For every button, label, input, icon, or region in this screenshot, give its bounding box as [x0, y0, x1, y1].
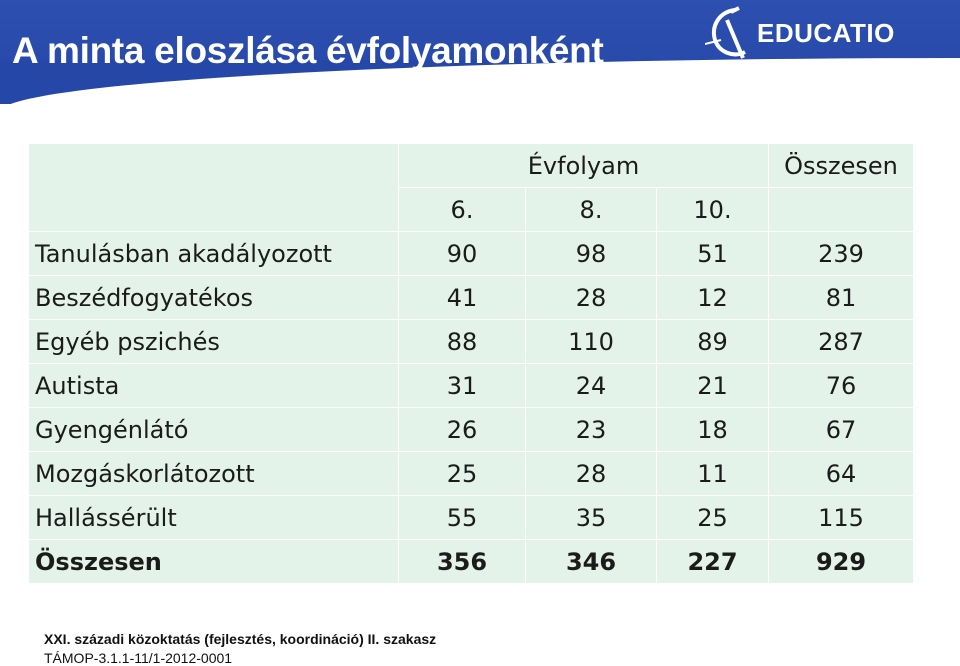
cell-total: 115 — [768, 495, 914, 540]
table-row: Egyéb pszichés 88 110 89 287 — [28, 319, 914, 364]
grade-header-6: 6. — [398, 187, 526, 232]
cell-grade-10: 25 — [656, 495, 769, 540]
logo-text: EDUCATIO — [757, 18, 895, 48]
table-row: Gyengénlátó 26 23 18 67 — [28, 407, 914, 452]
cell-grade-10: 11 — [656, 451, 769, 496]
header-row-1: Évfolyam Összesen — [28, 143, 914, 232]
cell-grade-6: 26 — [398, 407, 526, 452]
cell-grade-6: 90 — [398, 231, 526, 276]
grade-header-10: 10. — [656, 187, 769, 232]
cell-grade-8: 346 — [525, 539, 657, 584]
educatio-logo-icon — [705, 6, 746, 59]
cell-grade-8: 28 — [525, 451, 657, 496]
row-label: Összesen — [28, 539, 399, 584]
cell-total: 67 — [768, 407, 914, 452]
row-label: Beszédfogyatékos — [28, 275, 399, 320]
cell-grade-8: 23 — [525, 407, 657, 452]
cell-grade-6: 356 — [398, 539, 526, 584]
cell-grade-8: 110 — [525, 319, 657, 364]
table-row: Autista 31 24 21 76 — [28, 363, 914, 408]
cell-grade-10: 89 — [656, 319, 769, 364]
row-label: Tanulásban akadályozott — [28, 231, 399, 276]
table-row: Hallássérült 55 35 25 115 — [28, 495, 914, 540]
cell-grade-8: 24 — [525, 363, 657, 408]
row-label: Autista — [28, 363, 399, 408]
header-row-2: 6. 8. 10. — [29, 187, 914, 232]
footer-program-title: XXI. századi közoktatás (fejlesztés, koo… — [44, 631, 437, 647]
footer-project-code: TÁMOP-3.1.1-11/1-2012-0001 — [44, 650, 233, 666]
cell-grade-6: 88 — [398, 319, 526, 364]
cell-grade-6: 41 — [398, 275, 526, 320]
distribution-table: Évfolyam Összesen 6. 8. 10. Tanulásban a… — [28, 143, 914, 584]
cell-grade-10: 21 — [656, 363, 769, 408]
grade-group-header: Évfolyam — [398, 143, 769, 188]
cell-grade-10: 18 — [656, 407, 769, 452]
cell-total: 287 — [768, 319, 914, 364]
cell-grade-6: 25 — [398, 451, 526, 496]
cell-total: 239 — [768, 231, 914, 276]
row-label: Gyengénlátó — [28, 407, 399, 452]
distribution-table-wrap: Évfolyam Összesen 6. 8. 10. Tanulásban a… — [28, 143, 914, 584]
table-row: Összesen 356 346 227 929 — [28, 539, 914, 584]
cell-total: 64 — [768, 451, 914, 496]
cell-grade-8: 98 — [525, 231, 657, 276]
corner-cell — [28, 143, 399, 232]
empty-header-cell — [768, 187, 914, 232]
cell-grade-6: 31 — [398, 363, 526, 408]
row-label: Hallássérült — [28, 495, 399, 540]
grade-header-8: 8. — [525, 187, 657, 232]
cell-grade-10: 12 — [656, 275, 769, 320]
table-row: Beszédfogyatékos 41 28 12 81 — [28, 275, 914, 320]
cell-grade-8: 28 — [525, 275, 657, 320]
cell-grade-10: 227 — [656, 539, 769, 584]
cell-grade-6: 55 — [398, 495, 526, 540]
cell-grade-10: 51 — [656, 231, 769, 276]
cell-total: 81 — [768, 275, 914, 320]
cell-total: 76 — [768, 363, 914, 408]
cell-grade-8: 35 — [525, 495, 657, 540]
total-header: Összesen — [768, 143, 914, 188]
table-row: Tanulásban akadályozott 90 98 51 239 — [28, 231, 914, 276]
table-row: Mozgáskorlátozott 25 28 11 64 — [28, 451, 914, 496]
cell-total: 929 — [768, 539, 914, 584]
row-label: Egyéb pszichés — [28, 319, 399, 364]
row-label: Mozgáskorlátozott — [28, 451, 399, 496]
slide-title: A minta eloszlása évfolyamonként — [12, 30, 604, 71]
